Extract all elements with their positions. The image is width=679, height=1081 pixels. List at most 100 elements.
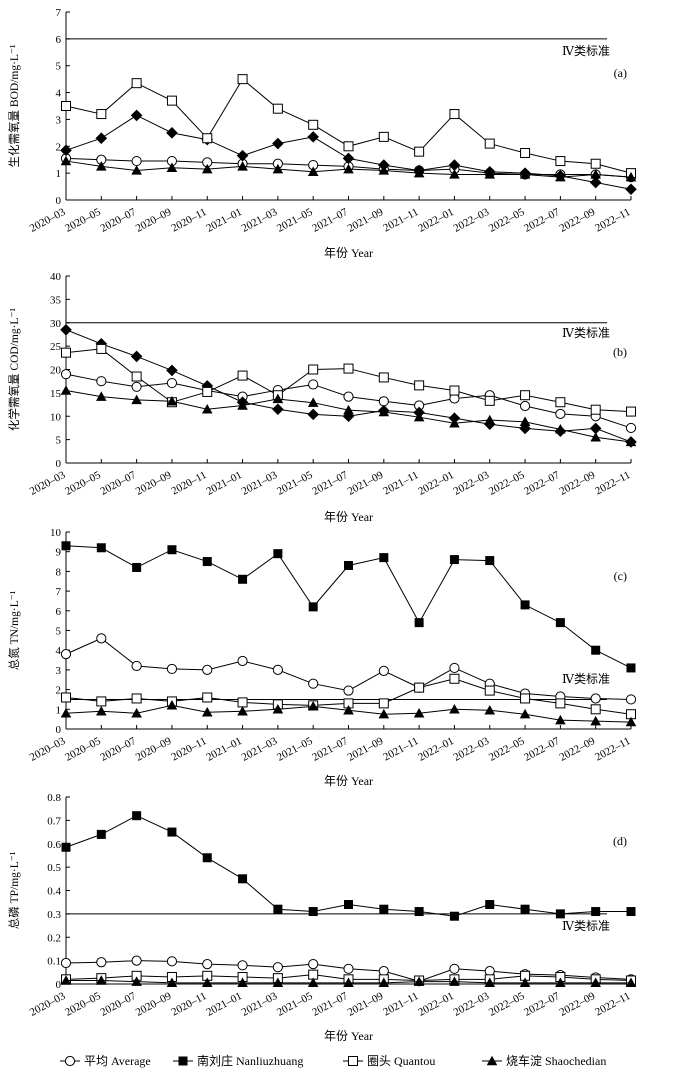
data-point xyxy=(343,704,354,715)
data-point xyxy=(378,372,389,383)
series xyxy=(60,633,637,705)
series-line xyxy=(65,348,632,413)
y-axis-title: 化学需氧量 COD/mg·L⁻¹ xyxy=(7,307,21,430)
data-point xyxy=(484,414,496,425)
data-point xyxy=(131,955,142,966)
x-tick-label: 2020–05 xyxy=(63,206,103,235)
data-point xyxy=(201,706,213,717)
y-tick-label: 8 xyxy=(56,566,62,578)
data-point xyxy=(131,155,142,167)
data-point xyxy=(485,556,495,566)
y-tick-label: 2 xyxy=(56,141,62,153)
data-point xyxy=(60,144,72,157)
x-tick-label: 2022–01 xyxy=(416,990,456,1019)
y-tick-label: 0.5 xyxy=(47,862,61,874)
data-point xyxy=(166,127,178,139)
x-tick-label: 2021–11 xyxy=(381,990,420,1018)
data-point xyxy=(378,708,390,719)
data-point xyxy=(413,707,425,718)
x-tick-label: 2022–09 xyxy=(557,469,597,498)
x-tick-label: 2020–05 xyxy=(63,990,103,1019)
data-point xyxy=(272,163,284,174)
data-point xyxy=(308,907,318,917)
data-point xyxy=(413,976,425,986)
data-point xyxy=(378,396,389,407)
y-tick-label: 6 xyxy=(56,34,62,46)
y-tick-label: 3 xyxy=(56,665,62,677)
x-tick-label: 2021–09 xyxy=(346,990,386,1019)
data-point xyxy=(167,545,177,555)
y-tick-label: 4 xyxy=(56,645,62,657)
data-point xyxy=(485,900,495,910)
x-tick-label: 2022–11 xyxy=(593,469,632,497)
x-axis-title: 年份 Year xyxy=(324,510,373,524)
data-point xyxy=(61,101,71,111)
data-point xyxy=(590,693,601,704)
series xyxy=(60,700,637,727)
y-tick-label: 0.8 xyxy=(47,792,61,804)
x-tick-label: 2020–05 xyxy=(63,469,103,498)
data-point xyxy=(96,391,107,401)
y-tick-label: 0.6 xyxy=(47,839,61,851)
x-tick-label: 2021–01 xyxy=(204,990,244,1019)
data-point xyxy=(307,701,319,711)
data-point xyxy=(590,404,601,415)
y-tick-label: 10 xyxy=(50,527,62,539)
x-axis-title: 年份 Year xyxy=(324,246,373,260)
data-point xyxy=(625,171,637,182)
data-point xyxy=(272,393,284,404)
x-tick-label: 2020–09 xyxy=(134,735,174,764)
data-point xyxy=(132,562,142,572)
data-point xyxy=(166,663,178,675)
legend-label: 平均 Average xyxy=(84,1054,151,1068)
x-tick-label: 2022–03 xyxy=(452,735,492,764)
data-point xyxy=(130,109,143,122)
data-point xyxy=(237,74,248,85)
y-tick-label: 3 xyxy=(56,114,62,126)
data-point xyxy=(625,694,637,705)
y-tick-label: 0.2 xyxy=(47,932,61,944)
data-point xyxy=(413,167,425,178)
data-point xyxy=(308,119,319,130)
data-point xyxy=(519,400,531,412)
x-tick-label: 2020–03 xyxy=(28,469,68,498)
data-point xyxy=(414,907,424,917)
x-tick-label: 2020–09 xyxy=(134,206,174,235)
data-point xyxy=(378,406,390,417)
standard-label: Ⅳ类标准 xyxy=(562,919,610,933)
data-point xyxy=(131,165,142,175)
data-point xyxy=(131,78,142,89)
chart-panel: 00.10.20.30.40.50.60.70.82020–032020–052… xyxy=(7,792,637,1043)
legend-marker xyxy=(178,1056,188,1066)
data-point xyxy=(590,169,601,179)
y-tick-label: 1 xyxy=(56,168,62,180)
x-axis-title: 年份 Year xyxy=(324,1029,373,1043)
data-point xyxy=(591,907,601,917)
data-point xyxy=(237,977,248,988)
data-point xyxy=(95,132,108,145)
data-point xyxy=(60,155,72,166)
y-tick-label: 40 xyxy=(50,271,62,283)
data-point xyxy=(201,380,214,392)
x-tick-label: 2021–11 xyxy=(381,469,420,497)
data-point xyxy=(378,159,390,171)
data-point xyxy=(590,715,601,726)
data-point xyxy=(166,977,178,988)
data-point xyxy=(520,693,531,704)
y-tick-label: 0.1 xyxy=(47,956,61,968)
data-point xyxy=(273,904,283,914)
data-point xyxy=(202,557,212,567)
data-point xyxy=(343,391,354,402)
data-point xyxy=(201,163,213,174)
data-point xyxy=(484,685,495,696)
series xyxy=(60,975,637,988)
data-point xyxy=(202,664,213,676)
y-tick-label: 9 xyxy=(56,547,62,559)
y-tick-label: 5 xyxy=(56,626,62,638)
data-point xyxy=(166,956,178,967)
data-point xyxy=(378,698,389,709)
data-point xyxy=(131,707,142,718)
data-point xyxy=(60,649,72,660)
data-point xyxy=(343,363,354,374)
data-point xyxy=(308,379,319,390)
